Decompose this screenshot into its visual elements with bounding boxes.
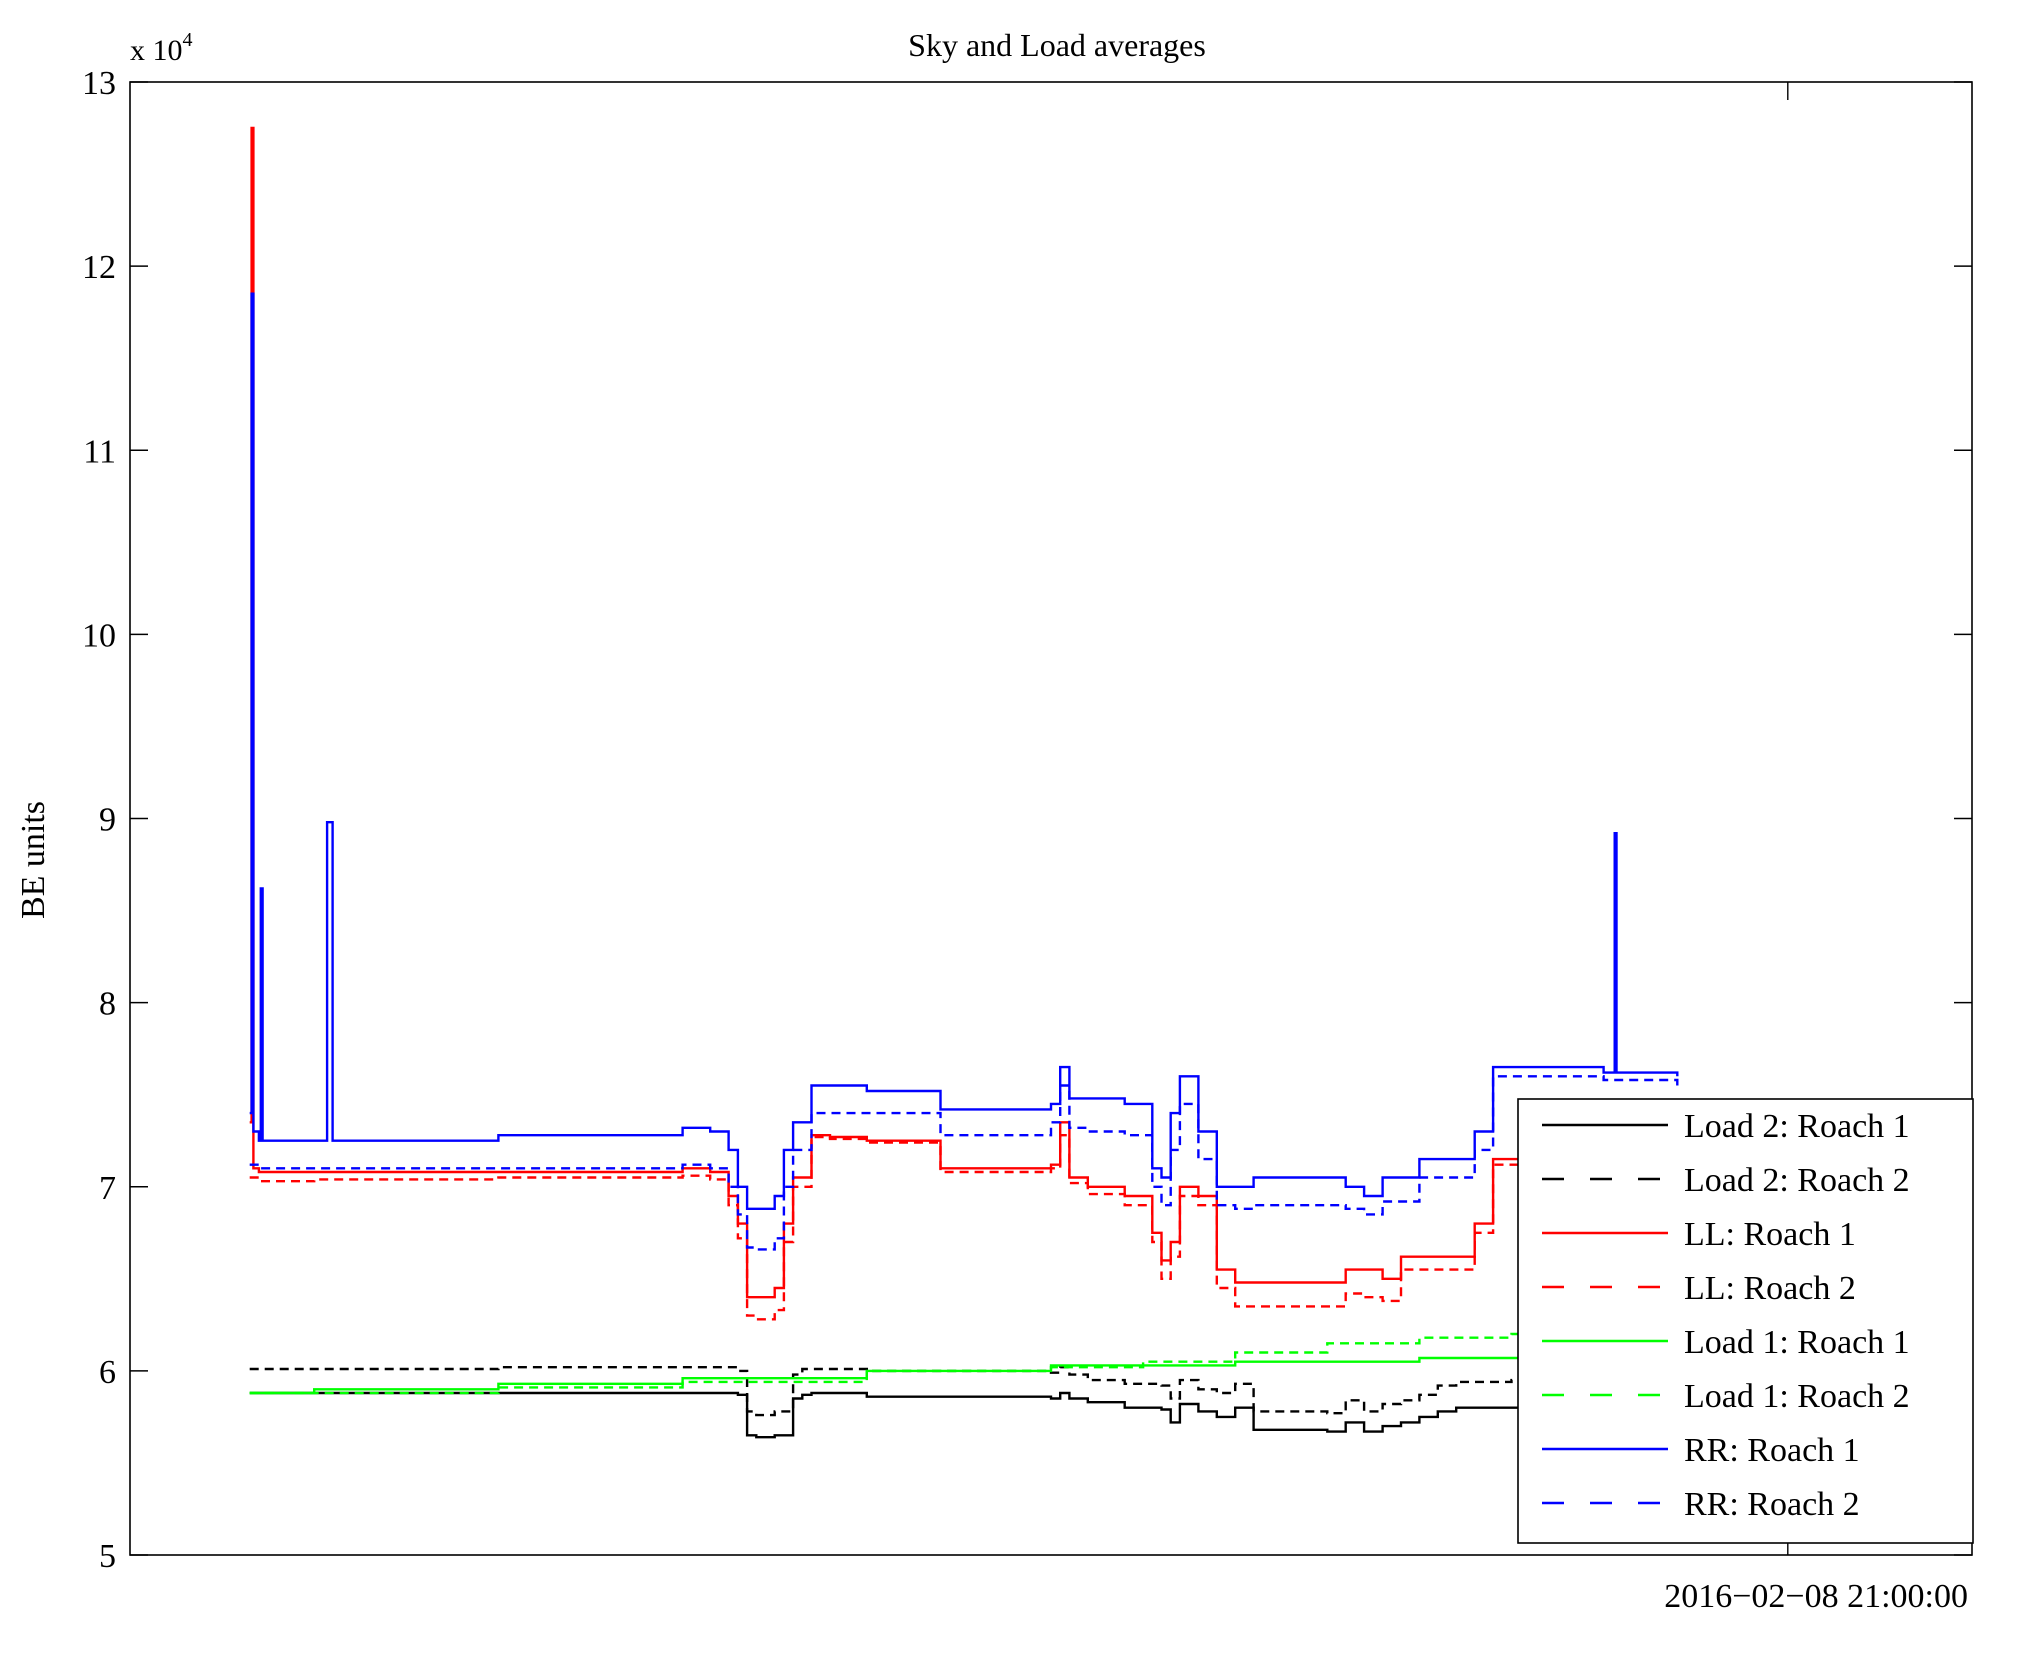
series-line-4 bbox=[249, 1134, 1788, 1321]
legend: Load 2: Roach 1 Load 2: Roach 2 LL: Roach … bbox=[1517, 1098, 1974, 1544]
y-multiplier-exponent: 4 bbox=[183, 29, 193, 51]
series-line-8 bbox=[249, 1075, 1679, 1251]
y-multiplier-base: x 10 bbox=[130, 34, 183, 67]
legend-label: RR: Roach 2 bbox=[1684, 1486, 1860, 1523]
y-axis-label: BE units bbox=[15, 801, 52, 919]
y-tick-label: 8 bbox=[99, 986, 116, 1023]
y-tick-label: 12 bbox=[82, 249, 116, 286]
legend-label: LL: Roach 2 bbox=[1684, 1270, 1856, 1307]
x-tick-label: 2016−02−08 21:00:00 bbox=[1664, 1578, 1968, 1615]
series-line-6 bbox=[249, 1329, 1788, 1395]
y-multiplier-label: x 104 bbox=[130, 29, 193, 67]
chart-title: Sky and Load averages bbox=[908, 27, 1206, 63]
legend-label: LL: Roach 1 bbox=[1684, 1216, 1856, 1253]
series-line-1 bbox=[249, 1391, 1788, 1439]
series-line-2 bbox=[249, 1366, 1788, 1417]
legend-box bbox=[1517, 1098, 1974, 1544]
y-tick-label: 6 bbox=[99, 1354, 116, 1391]
legend-label: Load 1: Roach 2 bbox=[1684, 1378, 1910, 1415]
legend-label: Load 1: Roach 1 bbox=[1684, 1324, 1910, 1361]
legend-label: Load 2: Roach 1 bbox=[1684, 1108, 1910, 1145]
legend-label: RR: Roach 1 bbox=[1684, 1432, 1860, 1469]
y-tick-label: 9 bbox=[99, 802, 116, 839]
legend-label: Load 2: Roach 2 bbox=[1684, 1162, 1910, 1199]
y-tick-label: 11 bbox=[83, 433, 116, 470]
series-line-3 bbox=[249, 126, 1788, 1299]
y-tick-label: 10 bbox=[82, 617, 116, 654]
y-tick-label: 13 bbox=[82, 65, 116, 102]
y-tick-label: 7 bbox=[99, 1170, 116, 1207]
series-layer bbox=[249, 126, 1788, 1439]
series-line-5 bbox=[249, 1354, 1788, 1395]
series-line-7 bbox=[249, 292, 1679, 1210]
plot-area bbox=[249, 126, 1788, 1439]
y-tick-label: 5 bbox=[99, 1538, 116, 1575]
